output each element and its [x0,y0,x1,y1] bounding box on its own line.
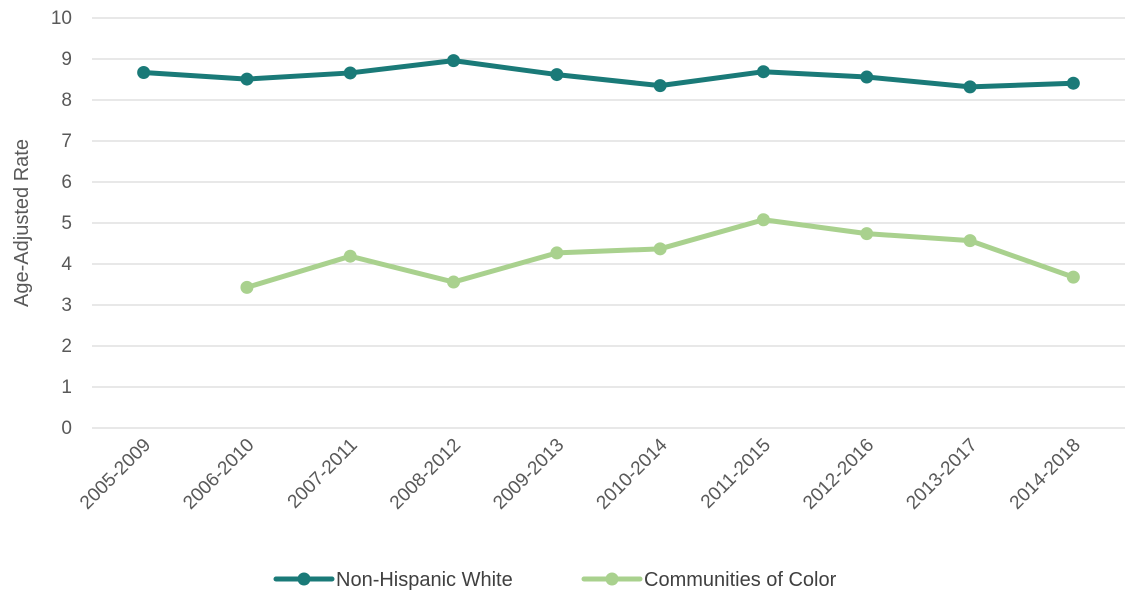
data-point [240,280,254,294]
y-axis-title: Age-Adjusted Rate [11,139,33,307]
y-tick-label: 10 [51,8,72,29]
legend: Non-Hispanic White Communities of Color [273,569,837,591]
data-point [343,249,357,263]
legend-swatch-marker [605,572,619,586]
y-tick-label: 8 [61,90,72,111]
x-tick-label: 2012-2016 [799,435,878,514]
data-point [756,65,770,79]
x-tick-label: 2007-2011 [284,435,362,513]
legend-label: Communities of Color [644,569,837,591]
y-tick-label: 2 [61,336,72,357]
legend-item: Non-Hispanic White [273,569,513,591]
y-tick-label: 4 [61,254,72,275]
data-point [860,227,874,241]
x-tick-label: 2010-2014 [593,434,672,513]
x-axis-tick-labels: 2005-2009 2006-2010 2007-2011 2008-2012 2009… [76,434,1085,513]
data-point [963,234,977,248]
y-axis-tick-labels: 0 1 2 3 4 5 6 7 8 9 10 [51,8,73,439]
y-tick-label: 9 [61,49,72,70]
data-point [550,68,564,82]
data-point [653,79,667,93]
series-1 [240,213,1080,294]
data-point [1066,76,1080,90]
x-tick-label: 2009-2013 [489,435,568,514]
series-lines [137,54,1080,294]
y-tick-label: 0 [61,418,72,439]
data-point [447,275,461,289]
data-point [1066,270,1080,284]
legend-item: Communities of Color [581,569,837,591]
data-point [447,54,461,68]
x-tick-label: 2014-2018 [1006,435,1085,514]
data-point [653,242,667,256]
data-point [550,246,564,260]
y-tick-label: 5 [61,213,72,234]
legend-swatch-marker [297,572,311,586]
gridlines [92,17,1125,429]
data-point [756,213,770,227]
x-tick-label: 2013-2017 [902,435,981,514]
y-tick-label: 7 [61,131,72,152]
data-point [963,80,977,94]
x-tick-label: 2011-2015 [697,435,775,513]
data-point [343,66,357,80]
x-tick-label: 2006-2010 [179,435,258,514]
y-tick-label: 3 [61,295,72,316]
y-tick-label: 1 [61,377,72,398]
series-line [141,58,1076,90]
data-point [137,66,151,80]
data-point [860,70,874,84]
legend-label: Non-Hispanic White [336,569,513,591]
x-tick-label: 2008-2012 [386,435,465,514]
x-tick-label: 2005-2009 [76,435,155,514]
series-0 [137,54,1080,94]
y-tick-label: 6 [61,172,72,193]
data-point [240,72,254,86]
